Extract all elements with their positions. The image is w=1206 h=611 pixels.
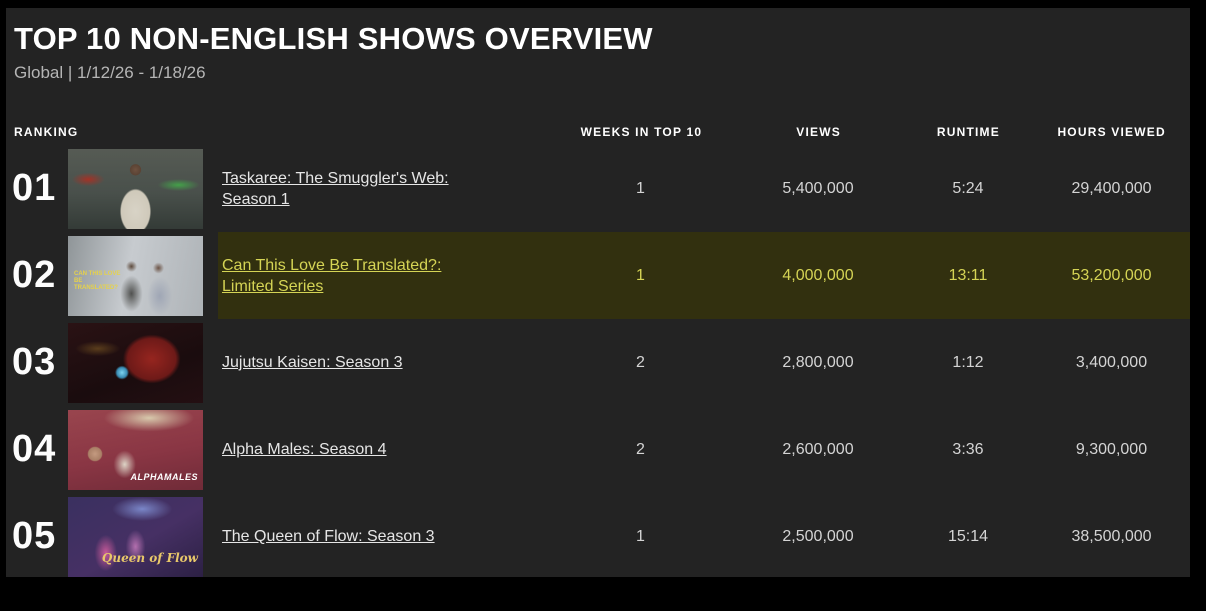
runtime-value: 5:24 [952, 179, 984, 197]
show-title-link[interactable]: Taskaree: The Smuggler's Web: Season 1 [222, 169, 449, 208]
views-value: 5,400,000 [782, 179, 854, 197]
header-views: VIEWS [796, 125, 841, 139]
row-highlight-band: The Queen of Flow: Season 3 1 2,500,000 … [218, 493, 1190, 577]
rank-number: 05 [12, 515, 57, 557]
header-hours-viewed: HOURS VIEWED [1057, 125, 1166, 139]
top10-overview-panel: TOP 10 NON-ENGLISH SHOWS OVERVIEW Global… [6, 8, 1190, 577]
table-row: 03 Jujutsu Kaisen: Season 3 2 2,800,000 … [10, 319, 1190, 406]
show-thumbnail[interactable] [68, 148, 203, 229]
weeks-in-top10-value: 1 [636, 527, 645, 545]
views-value: 2,600,000 [782, 440, 854, 458]
hours-viewed-value: 53,200,000 [1071, 266, 1152, 284]
table-header-row: RANKING WEEKS IN TOP 10 VIEWS RUNTIME HO… [10, 119, 1190, 145]
show-thumbnail[interactable]: Queen of Flow [68, 496, 203, 577]
thumbnail-title-text: CAN THIS LOVE BE TRANSLATED? [74, 270, 121, 291]
row-highlight-band: Alpha Males: Season 4 2 2,600,000 3:36 9… [218, 406, 1190, 493]
show-title-link[interactable]: Can This Love Be Translated?: Limited Se… [222, 256, 442, 295]
row-highlight-band: Jujutsu Kaisen: Season 3 2 2,800,000 1:1… [218, 319, 1190, 406]
header-ranking: RANKING [14, 125, 79, 139]
rank-number: 02 [12, 254, 57, 296]
show-title-cell: Can This Love Be Translated?: Limited Se… [218, 255, 548, 297]
row-highlight-band: Can This Love Be Translated?: Limited Se… [218, 232, 1190, 319]
views-value: 2,800,000 [782, 353, 854, 371]
show-title-cell: Jujutsu Kaisen: Season 3 [218, 352, 548, 373]
header-runtime: RUNTIME [936, 125, 1000, 139]
runtime-value: 3:36 [952, 440, 984, 458]
table-row: 02 CAN THIS LOVE BE TRANSLATED? Can This… [10, 232, 1190, 319]
weeks-in-top10-value: 2 [636, 440, 645, 458]
weeks-in-top10-value: 1 [636, 266, 645, 284]
show-thumbnail[interactable] [68, 322, 203, 403]
views-value: 4,000,000 [782, 266, 854, 284]
hours-viewed-value: 29,400,000 [1071, 179, 1152, 197]
views-value: 2,500,000 [782, 527, 854, 545]
show-thumbnail[interactable]: ALPHAMALES [68, 409, 203, 490]
runtime-value: 13:11 [948, 266, 988, 284]
rank-number: 03 [12, 341, 57, 383]
page-title: TOP 10 NON-ENGLISH SHOWS OVERVIEW [14, 21, 653, 56]
thumbnail-title-text: Queen of Flow [101, 550, 198, 565]
row-highlight-band: Taskaree: The Smuggler's Web: Season 1 1… [218, 145, 1190, 232]
weeks-in-top10-value: 2 [636, 353, 645, 371]
header-weeks-in-top10: WEEKS IN TOP 10 [580, 125, 703, 139]
table-row: 05 Queen of Flow The Queen of Flow: Seas… [10, 493, 1190, 577]
show-thumbnail[interactable]: CAN THIS LOVE BE TRANSLATED? [68, 235, 203, 316]
runtime-value: 1:12 [952, 353, 984, 371]
table-row: 04 ALPHAMALES Alpha Males: Season 4 2 2,… [10, 406, 1190, 493]
table-body: 01 Taskaree: The Smuggler's Web: Season … [10, 145, 1190, 577]
show-title-cell: The Queen of Flow: Season 3 [218, 526, 548, 547]
hours-viewed-value: 38,500,000 [1071, 527, 1152, 545]
rank-number: 01 [12, 167, 57, 209]
page-subtitle: Global | 1/12/26 - 1/18/26 [14, 63, 206, 82]
runtime-value: 15:14 [947, 527, 989, 545]
show-title-link[interactable]: Jujutsu Kaisen: Season 3 [222, 354, 403, 371]
show-title-link[interactable]: Alpha Males: Season 4 [222, 441, 387, 458]
show-title-cell: Taskaree: The Smuggler's Web: Season 1 [218, 168, 548, 210]
table-row: 01 Taskaree: The Smuggler's Web: Season … [10, 145, 1190, 232]
shows-table: RANKING WEEKS IN TOP 10 VIEWS RUNTIME HO… [10, 119, 1190, 577]
hours-viewed-value: 9,300,000 [1075, 440, 1148, 458]
show-title-link[interactable]: The Queen of Flow: Season 3 [222, 528, 435, 545]
hours-viewed-value: 3,400,000 [1075, 353, 1148, 371]
rank-number: 04 [12, 428, 57, 470]
thumbnail-title-text: ALPHAMALES [130, 471, 198, 482]
weeks-in-top10-value: 1 [636, 179, 645, 197]
show-title-cell: Alpha Males: Season 4 [218, 439, 548, 460]
